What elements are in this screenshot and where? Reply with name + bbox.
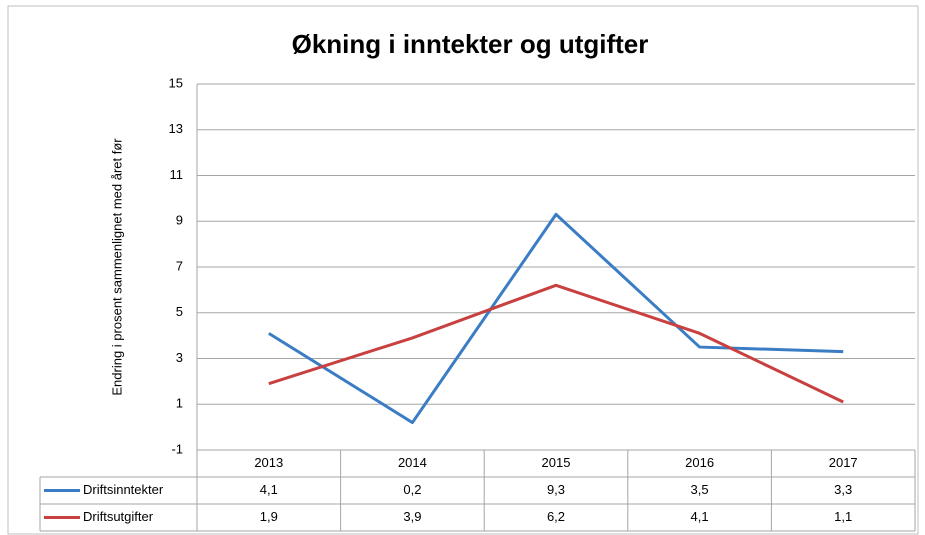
y-tick-label: 13 <box>169 121 183 136</box>
y-tick-label: 5 <box>176 304 183 319</box>
y-tick-label: 1 <box>176 396 183 411</box>
series-line <box>268 283 844 404</box>
data-label: 4,1 <box>260 482 278 497</box>
x-tick-label: 2017 <box>829 455 858 470</box>
x-tick-label: 2015 <box>542 455 571 470</box>
data-label: 3,5 <box>691 482 709 497</box>
data-label: 6,2 <box>547 509 565 524</box>
y-tick-label: 7 <box>176 258 183 273</box>
y-tick-label: 9 <box>176 213 183 228</box>
data-label: 1,1 <box>834 509 852 524</box>
data-label: 1,9 <box>260 509 278 524</box>
x-tick-label: 2016 <box>685 455 714 470</box>
y-tick-label: 3 <box>176 350 183 365</box>
y-axis-label: Endring i prosent sammenlignet med året … <box>109 138 124 396</box>
chart-title: Økning i inntekter og utgifter <box>292 29 649 59</box>
y-tick-label: 11 <box>170 167 184 182</box>
legend-label: Driftsinntekter <box>83 482 164 497</box>
data-label: 3,3 <box>834 482 852 497</box>
series-line <box>268 212 844 425</box>
data-label: 3,9 <box>403 509 421 524</box>
legend-label: Driftsutgifter <box>83 509 154 524</box>
y-tick-label: 15 <box>169 75 183 90</box>
x-tick-label: 2013 <box>254 455 283 470</box>
data-label: 0,2 <box>403 482 421 497</box>
data-label: 4,1 <box>691 509 709 524</box>
x-tick-label: 2014 <box>398 455 427 470</box>
y-tick-label: -1 <box>171 441 183 456</box>
chart-frame <box>7 5 919 535</box>
data-label: 9,3 <box>547 482 565 497</box>
